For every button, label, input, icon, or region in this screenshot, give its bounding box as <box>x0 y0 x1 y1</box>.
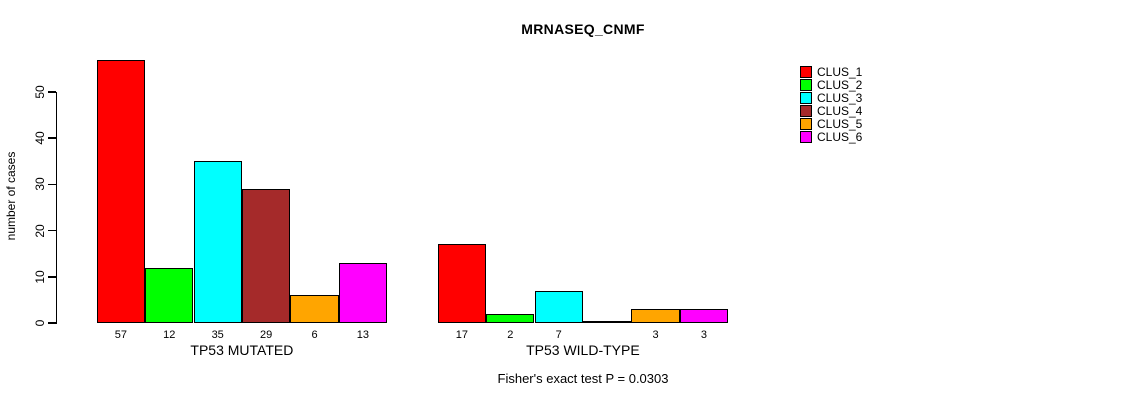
bar-clus-5-tp53-wild-type <box>631 309 680 323</box>
legend-item-clus-1: CLUS_1 <box>800 64 863 79</box>
legend-label: CLUS_5 <box>817 117 863 132</box>
bar-value-label: 3 <box>652 329 659 341</box>
chart-title: MRNASEQ_CNMF <box>521 21 645 37</box>
bar-value-label: 7 <box>555 329 562 341</box>
y-tick-0 <box>48 322 56 324</box>
y-tick-10 <box>48 276 56 278</box>
bar-value-label: 17 <box>455 329 469 341</box>
bar-clus-6-tp53-wild-type <box>679 309 729 323</box>
bar-value-label: 13 <box>356 329 370 341</box>
bar-value-label: 3 <box>700 329 707 341</box>
y-tick-label-40: 40 <box>33 131 47 145</box>
y-axis-label: number of cases <box>4 151 18 241</box>
bar-clus-2-tp53-mutated <box>145 267 194 323</box>
legend-label: CLUS_4 <box>817 104 863 119</box>
legend-swatch-clus-3 <box>800 92 812 104</box>
bar-clus-5-tp53-mutated <box>290 295 339 323</box>
y-tick-40 <box>48 137 56 139</box>
bar-value-label: 12 <box>163 329 176 341</box>
legend-swatch-clus-6 <box>800 131 812 144</box>
y-tick-label-30: 30 <box>33 177 47 192</box>
legend-swatch-clus-2 <box>800 78 812 91</box>
bar-value-label: 2 <box>507 329 514 341</box>
group-label-tp53-mutated: TP53 MUTATED <box>190 342 294 358</box>
legend-swatch-clus-4 <box>800 105 812 118</box>
y-tick-50 <box>48 91 56 93</box>
bar-clus-2-tp53-wild-type <box>486 313 535 323</box>
bar-clus-1-tp53-wild-type <box>437 244 487 323</box>
bar-clus-3-tp53-wild-type <box>534 290 583 323</box>
legend-label: CLUS_3 <box>817 91 863 105</box>
bar-value-label: 57 <box>114 329 128 341</box>
fisher-test-annotation: Fisher's exact test P = 0.0303 <box>497 371 669 386</box>
legend-swatch-clus-1 <box>800 65 812 78</box>
bar-value-label: 6 <box>311 329 318 341</box>
bar-clus-1-tp53-mutated <box>96 59 146 323</box>
y-tick-20 <box>48 229 56 232</box>
y-tick-label-10: 10 <box>33 270 47 284</box>
bar-clus-6-tp53-mutated <box>338 262 388 323</box>
y-tick-label-0: 0 <box>33 319 47 327</box>
legend-label: CLUS_2 <box>817 77 863 92</box>
bar-clus-4-tp53-mutated <box>241 189 291 323</box>
y-tick-label-50: 50 <box>33 85 47 99</box>
bar-clus-3-tp53-mutated <box>193 161 242 323</box>
legend-label: CLUS_1 <box>817 64 863 79</box>
y-tick-label-20: 20 <box>33 223 47 238</box>
legend-item-clus-3: CLUS_3 <box>800 92 862 104</box>
bar-value-label: 35 <box>211 329 224 341</box>
legend-item-clus-6: CLUS_6 <box>800 130 863 145</box>
y-axis <box>55 92 57 324</box>
bar-clus-4-tp53-wild-type <box>582 321 632 323</box>
group-label-tp53-wild-type: TP53 WILD-TYPE <box>526 342 640 358</box>
legend-item-clus-2: CLUS_2 <box>800 77 863 92</box>
legend-item-clus-4: CLUS_4 <box>800 104 863 119</box>
y-tick-30 <box>48 183 56 186</box>
legend-item-clus-5: CLUS_5 <box>800 117 863 132</box>
legend-label: CLUS_6 <box>817 130 863 145</box>
legend-swatch-clus-5 <box>800 118 812 131</box>
bar-value-label: 29 <box>259 329 273 341</box>
